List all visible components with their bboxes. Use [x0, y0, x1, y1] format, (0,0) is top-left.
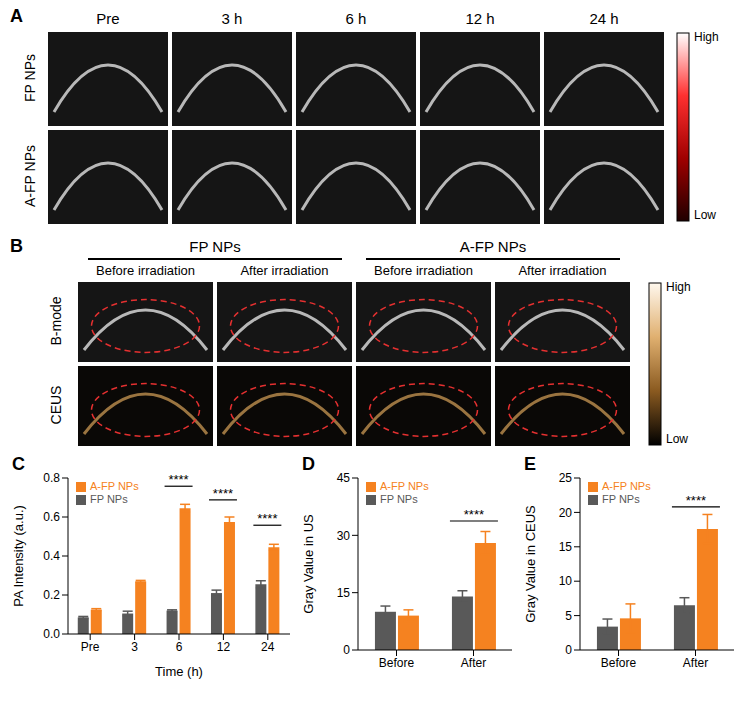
- svg-text:****: ****: [686, 493, 706, 508]
- svg-text:Pre: Pre: [81, 640, 100, 654]
- html-text:Low: Low: [666, 432, 688, 446]
- html-text:High: High: [694, 30, 719, 44]
- svg-text:After: After: [683, 656, 708, 670]
- html-text:D: D: [302, 454, 315, 474]
- svg-text:5: 5: [565, 609, 572, 623]
- svg-text:0.8: 0.8: [43, 471, 60, 485]
- html-text:Low: Low: [694, 208, 716, 222]
- svg-text:30: 30: [337, 529, 351, 543]
- html-text:Before irradiation: Before irradiation: [96, 263, 195, 278]
- html-text:After irradiation: After irradiation: [240, 263, 329, 278]
- html-text:B-mode: B-mode: [48, 296, 64, 346]
- html-text:Pre: Pre: [96, 10, 120, 27]
- html-text:A: A: [10, 6, 23, 26]
- html-text:FP NPs: FP NPs: [90, 493, 128, 505]
- html-text:After irradiation: After irradiation: [518, 263, 607, 278]
- html-text:A-FP NPs: A-FP NPs: [22, 145, 38, 207]
- svg-text:****: ****: [168, 472, 188, 487]
- html-text:12 h: 12 h: [465, 10, 495, 27]
- html-text:A-FP NPs: A-FP NPs: [380, 480, 429, 492]
- svg-text:Time (h): Time (h): [155, 664, 203, 679]
- html-text:A-FP NPs: A-FP NPs: [459, 238, 527, 255]
- svg-text:10: 10: [559, 574, 573, 588]
- html-text:FP NPs: FP NPs: [22, 54, 38, 102]
- svg-text:15: 15: [559, 540, 573, 554]
- svg-text:Gray Value in CEUS: Gray Value in CEUS: [523, 505, 538, 623]
- svg-text:0: 0: [343, 643, 350, 657]
- svg-text:20: 20: [559, 506, 573, 520]
- svg-text:Before: Before: [379, 656, 415, 670]
- html-text:A-FP NPs: A-FP NPs: [602, 480, 651, 492]
- html-text:CEUS: CEUS: [48, 385, 64, 425]
- html-text:3 h: 3 h: [221, 10, 243, 27]
- html-text:High: High: [666, 280, 691, 294]
- svg-text:PA Intensity (a.u.): PA Intensity (a.u.): [11, 505, 26, 607]
- svg-text:25: 25: [559, 471, 573, 485]
- svg-text:After: After: [461, 656, 486, 670]
- html-text:6 h: 6 h: [345, 10, 367, 27]
- svg-text:12: 12: [217, 640, 231, 654]
- svg-text:0.0: 0.0: [43, 627, 60, 641]
- svg-text:45: 45: [337, 471, 351, 485]
- svg-text:0.6: 0.6: [43, 510, 60, 524]
- svg-text:Before: Before: [601, 656, 637, 670]
- svg-text:6: 6: [176, 640, 183, 654]
- html-text:FP NPs: FP NPs: [380, 493, 418, 505]
- svg-text:Gray Value in US: Gray Value in US: [301, 514, 316, 614]
- html-text:Before irradiation: Before irradiation: [374, 263, 473, 278]
- html-text:E: E: [524, 454, 536, 474]
- svg-text:****: ****: [464, 507, 484, 522]
- svg-text:0: 0: [565, 643, 572, 657]
- svg-text:****: ****: [213, 486, 233, 501]
- html-text:FP NPs: FP NPs: [189, 238, 241, 255]
- svg-text:3: 3: [131, 640, 138, 654]
- html-text:FP NPs: FP NPs: [602, 493, 640, 505]
- html-text:B: B: [10, 236, 23, 256]
- svg-text:0.2: 0.2: [43, 588, 60, 602]
- svg-text:15: 15: [337, 586, 351, 600]
- html-text:24 h: 24 h: [589, 10, 619, 27]
- html-text:C: C: [12, 454, 25, 474]
- html-text:A-FP NPs: A-FP NPs: [90, 480, 139, 492]
- svg-text:0.4: 0.4: [43, 549, 60, 563]
- svg-text:****: ****: [257, 511, 277, 526]
- svg-text:24: 24: [261, 640, 275, 654]
